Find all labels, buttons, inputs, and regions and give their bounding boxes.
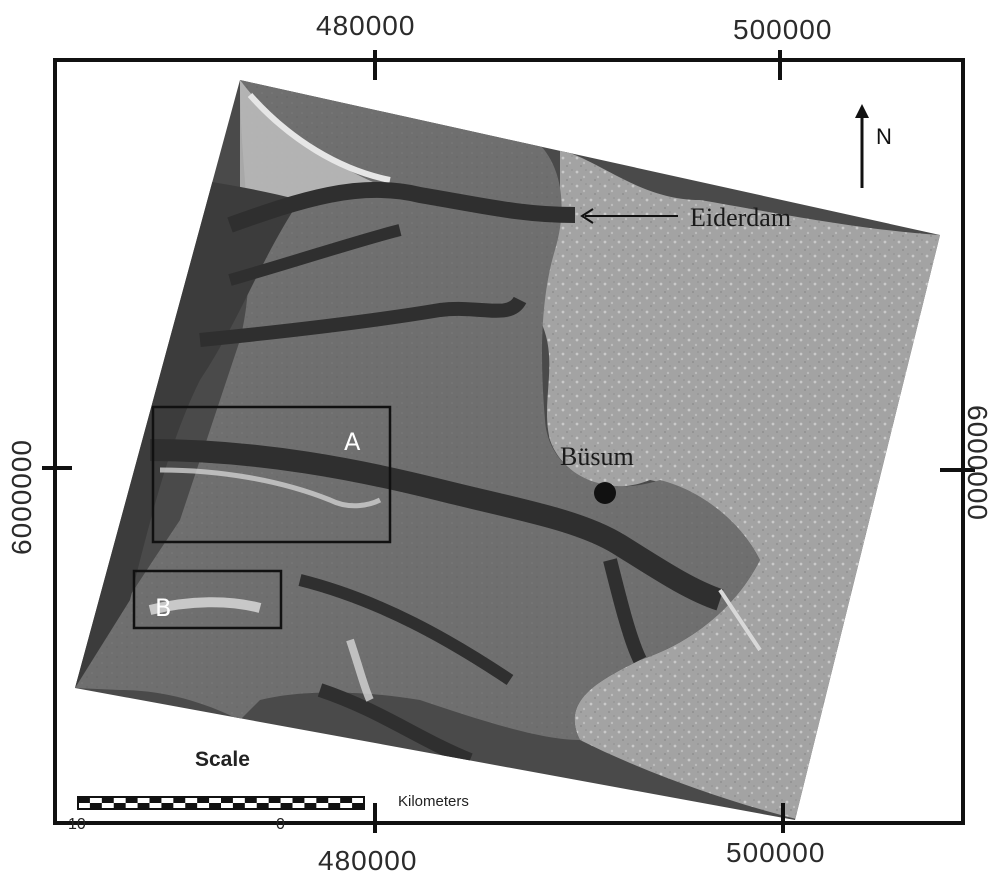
study-area-b-label: B	[155, 594, 172, 622]
eiderdam-label: Eiderdam	[690, 203, 792, 232]
scale-bar-cell	[340, 797, 353, 803]
scale-bar-cell	[316, 797, 329, 803]
scale-bar-cell	[149, 797, 162, 803]
scale-bar-cell	[113, 803, 126, 809]
top-coordinate-label-1: 480000	[316, 10, 416, 41]
scale-bar-cell	[280, 803, 293, 809]
scale-bar-cell	[232, 803, 245, 809]
scale-title: Scale	[195, 748, 250, 771]
bottom-coordinate-label-2: 500000	[726, 837, 826, 868]
top-coordinate-label-2: 500000	[733, 14, 833, 45]
north-label: N	[876, 124, 892, 149]
scale-bar-cell	[256, 803, 269, 809]
study-area-b-box	[132, 569, 283, 630]
scale-bar-cell	[328, 803, 341, 809]
bottom-coordinate-label-1: 480000	[318, 845, 418, 876]
scale-bar-cell	[173, 797, 186, 803]
scale-bar-cell	[221, 797, 233, 803]
left-coordinate-label: 6000000	[6, 438, 37, 555]
scale-bar-cell	[137, 803, 150, 809]
eiderdam-pointer-icon	[580, 208, 678, 224]
scale-bar-cell	[352, 803, 364, 809]
scale-bar-cell	[197, 797, 210, 803]
scale-bar-cell	[101, 797, 114, 803]
scale-bar-cell	[209, 803, 221, 809]
busum-marker-icon	[594, 482, 616, 504]
map-frame	[53, 58, 965, 825]
scale-bar-cell	[125, 797, 138, 803]
scale-bar-cell	[78, 797, 90, 803]
study-area-a-label: A	[344, 428, 361, 456]
scale-tick-label-10: 10	[68, 816, 86, 833]
study-area-a-box	[151, 405, 392, 544]
scale-bar-cell	[304, 803, 317, 809]
scale-bar-graphic	[77, 796, 365, 810]
coordinate-ticks	[42, 50, 975, 833]
scale-bar-cell	[161, 803, 174, 809]
busum-label: Büsum	[560, 442, 634, 471]
north-arrow-icon	[855, 104, 869, 188]
scale-unit-label: Kilometers	[398, 793, 469, 810]
scale-bar-cell	[292, 797, 305, 803]
scale-bar-cell	[185, 803, 198, 809]
scale-bar-cell	[244, 797, 257, 803]
scale-bar-cell	[268, 797, 281, 803]
right-coordinate-label: 6000000	[962, 405, 993, 522]
scale-bar-cell	[89, 803, 102, 809]
satellite-image	[75, 80, 940, 820]
scale-tick-label-0: 0	[276, 816, 285, 833]
